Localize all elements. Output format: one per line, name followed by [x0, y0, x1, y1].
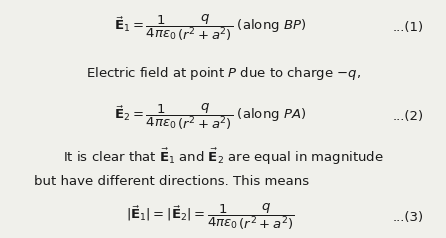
- Text: ...(3): ...(3): [393, 211, 424, 224]
- Text: Electric field at point $P$ due to charge $-q$,: Electric field at point $P$ due to charg…: [86, 65, 360, 82]
- Text: It is clear that $\vec{\mathbf{E}}_1$ and $\vec{\mathbf{E}}_2$ are equal in magn: It is clear that $\vec{\mathbf{E}}_1$ an…: [62, 147, 384, 167]
- Text: ...(1): ...(1): [393, 21, 424, 34]
- Text: $|\vec{\mathbf{E}}_1|=|\vec{\mathbf{E}}_2|= \dfrac{1}{4\pi\varepsilon_0} \dfrac{: $|\vec{\mathbf{E}}_1|=|\vec{\mathbf{E}}_…: [126, 202, 294, 233]
- Text: ...(2): ...(2): [393, 110, 424, 123]
- Text: but have different directions. This means: but have different directions. This mean…: [34, 175, 309, 188]
- Text: $\vec{\mathbf{E}}_2 = \dfrac{1}{4\pi\varepsilon_0} \dfrac{q}{(r^2 + a^2)}$ (alon: $\vec{\mathbf{E}}_2 = \dfrac{1}{4\pi\var…: [114, 102, 306, 132]
- Text: $\vec{\mathbf{E}}_1 = \dfrac{1}{4\pi\varepsilon_0} \dfrac{q}{(r^2 + a^2)}$ (alon: $\vec{\mathbf{E}}_1 = \dfrac{1}{4\pi\var…: [114, 12, 306, 43]
